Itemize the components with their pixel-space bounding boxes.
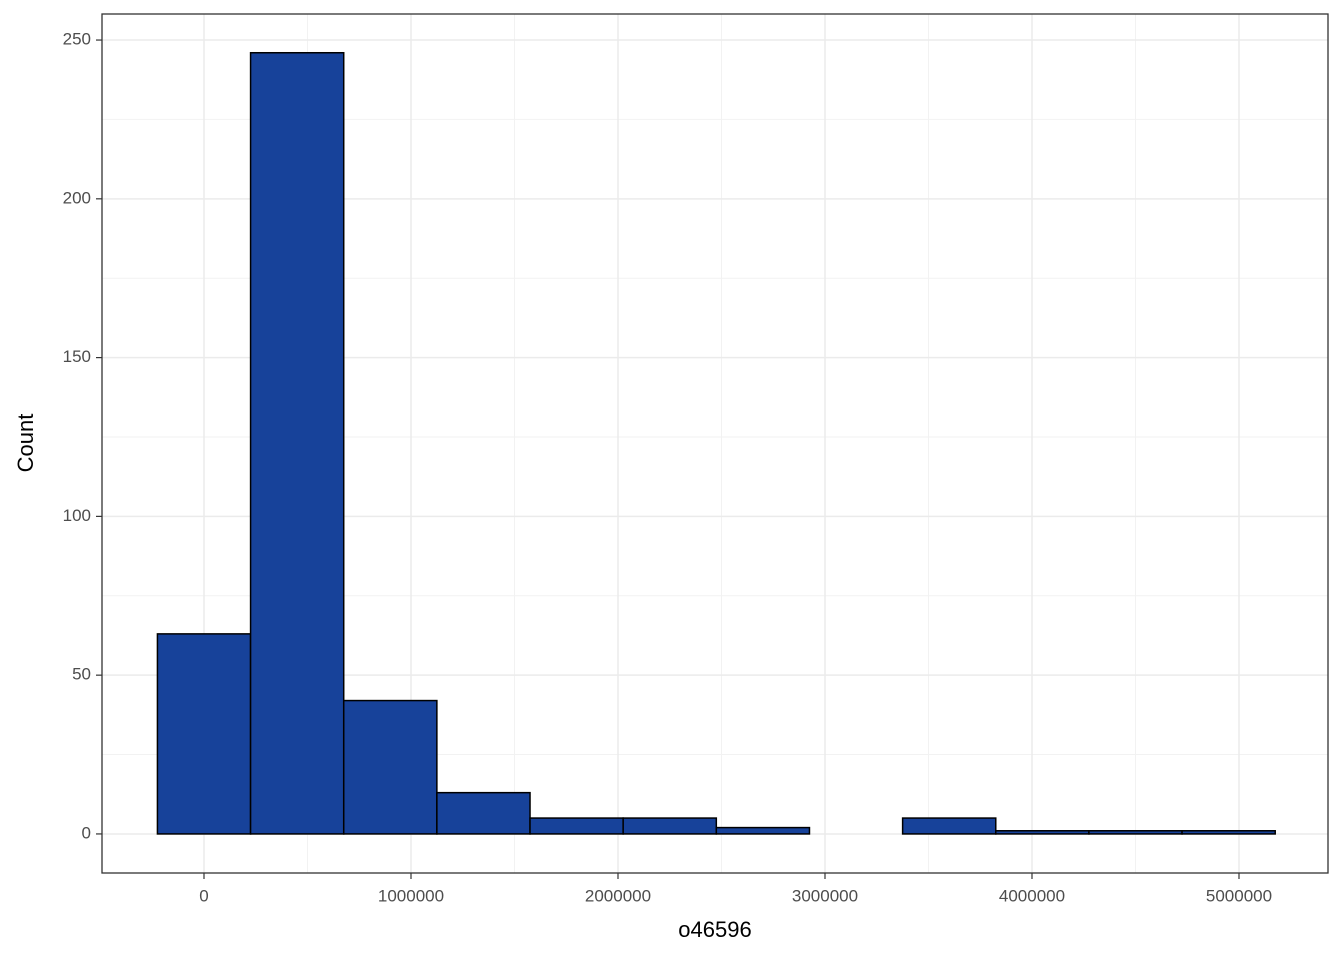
x-tick-label: 5000000 <box>1206 886 1272 905</box>
x-tick-label: 1000000 <box>378 886 444 905</box>
bar <box>901 817 997 835</box>
bar <box>156 633 252 835</box>
x-tick-label: 3000000 <box>792 886 858 905</box>
y-tick-label: 100 <box>63 506 91 525</box>
bar <box>249 51 345 835</box>
x-tick-label: 4000000 <box>999 886 1065 905</box>
panel-border <box>101 13 1329 874</box>
x-axis-title: o46596 <box>678 917 751 942</box>
bar <box>622 817 718 835</box>
bar <box>436 791 531 835</box>
y-tick-label: 50 <box>72 665 91 684</box>
bar <box>529 817 624 835</box>
y-axis-title: Count <box>13 414 38 473</box>
bar <box>715 826 811 835</box>
y-tick-label: 150 <box>63 347 91 366</box>
bar <box>1088 830 1183 835</box>
y-tick-label: 200 <box>63 188 91 207</box>
y-tick-label: 0 <box>82 823 91 842</box>
bar <box>995 830 1090 835</box>
x-tick-label: 2000000 <box>585 886 651 905</box>
x-tick-label: 0 <box>199 886 208 905</box>
y-tick-label: 250 <box>63 30 91 49</box>
bar <box>1181 830 1276 835</box>
bar <box>342 699 438 835</box>
